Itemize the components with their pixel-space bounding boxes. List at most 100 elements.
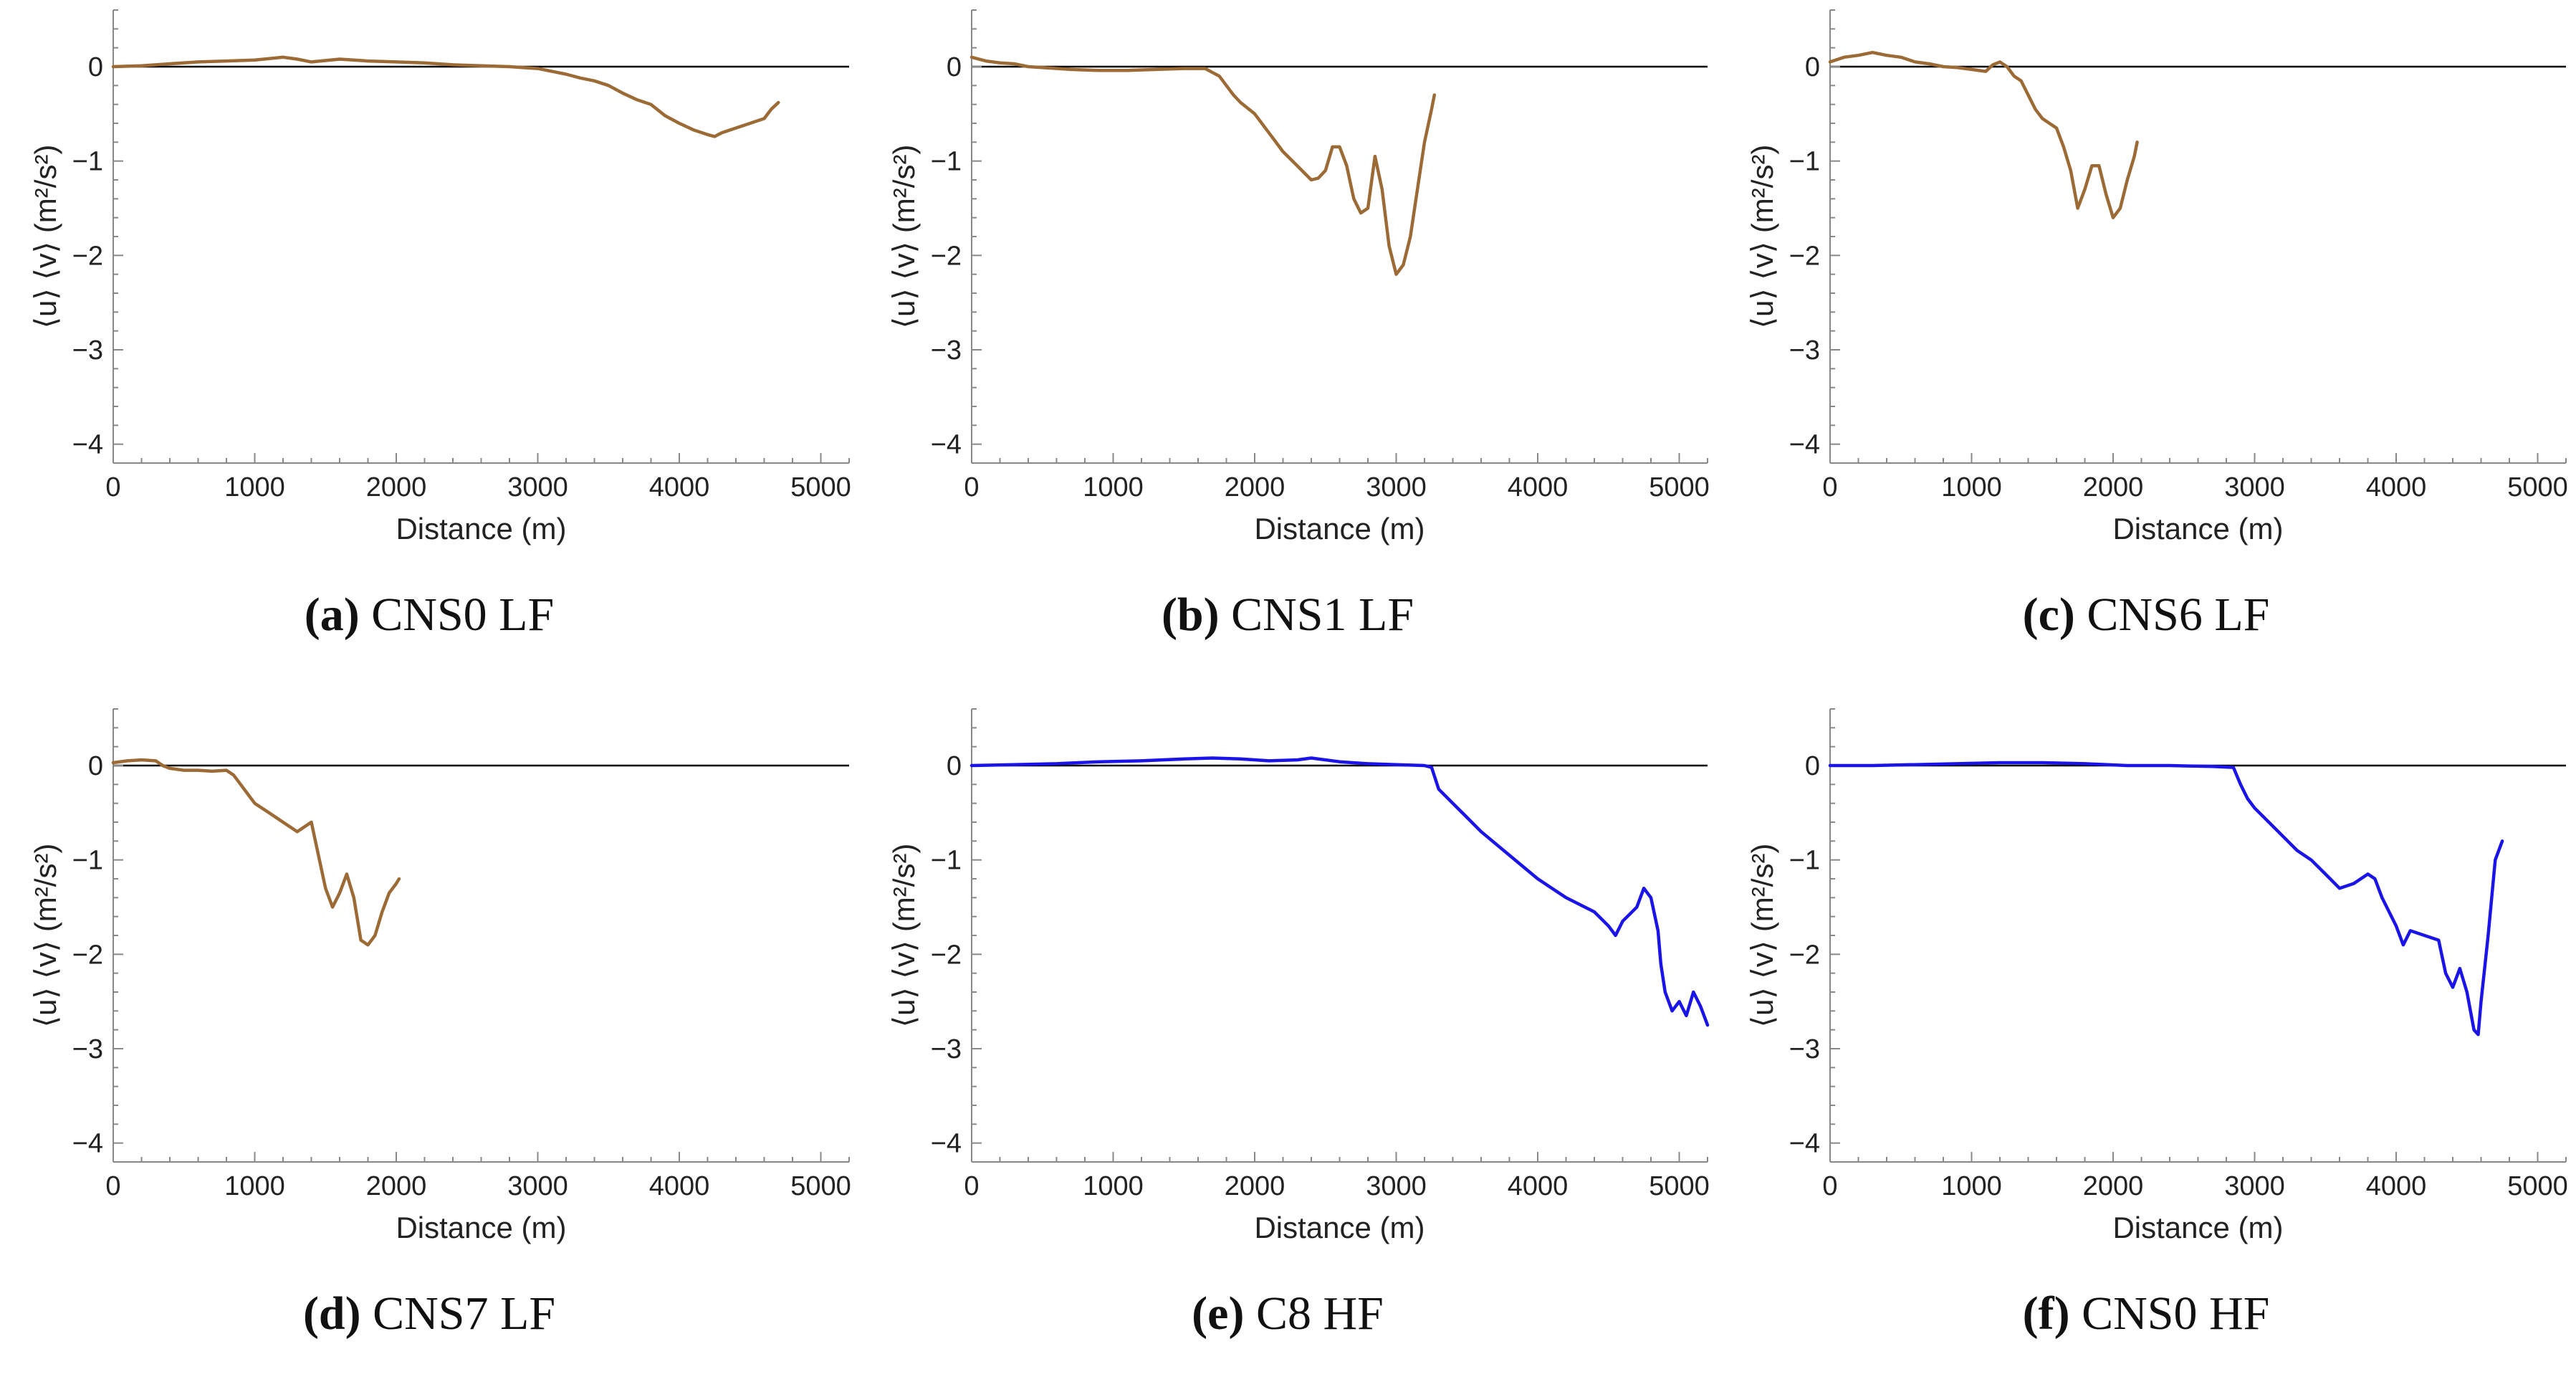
x-tick-label: 1000 [1941, 472, 2002, 502]
x-tick-label: 5000 [2507, 472, 2568, 502]
x-tick-label: 3000 [1366, 1171, 1427, 1201]
y-tick-label: −4 [931, 1129, 962, 1159]
caption-b: (b) CNS1 LF [858, 588, 1717, 642]
x-tick-label: 0 [1822, 1171, 1837, 1201]
y-tick-label: 0 [947, 52, 962, 82]
y-tick-label: −1 [931, 846, 962, 876]
x-tick-label: 4000 [649, 472, 710, 502]
y-tick-label: −3 [72, 1034, 103, 1064]
y-tick-label: −1 [72, 147, 103, 177]
y-tick-label: 0 [1805, 751, 1820, 781]
y-tick-label: −4 [72, 430, 103, 460]
y-tick-label: −1 [1789, 846, 1820, 876]
x-tick-label: 5000 [790, 1171, 851, 1201]
y-tick-label: −3 [1789, 335, 1820, 366]
y-tick-label: −2 [931, 940, 962, 970]
x-tick-label: 2000 [1225, 1171, 1285, 1201]
y-tick-label: −3 [931, 335, 962, 366]
x-tick-label: 1000 [224, 472, 285, 502]
y-tick-label: −4 [72, 1129, 103, 1159]
caption-a: (a) CNS0 LF [0, 588, 858, 642]
data-series-line [969, 55, 1437, 276]
y-axis-title: ⟨u⟩ ⟨v⟩ (m²/s²) [887, 844, 921, 1028]
chart-svg-a: 0 1000 2000 3000 4000 5000 0 −1 −2 −3 −4 Distance (… [29, 9, 851, 545]
y-tick-label: −3 [1789, 1034, 1820, 1064]
x-tick-label: 2000 [366, 472, 427, 502]
data-series-line [111, 55, 780, 138]
x-tick-label: 2000 [2083, 472, 2144, 502]
chart-svg-d: 0 1000 2000 3000 4000 5000 0 −1 −2 −3 −4 Distance (… [29, 708, 851, 1244]
y-axis-title: ⟨u⟩ ⟨v⟩ (m²/s²) [29, 145, 62, 329]
panel-e: 0 1000 2000 3000 4000 5000 0 −1 −2 −3 −4 Distance (… [858, 699, 1717, 1382]
y-tick-label: −1 [1789, 147, 1820, 177]
x-tick-label: 3000 [2224, 1171, 2285, 1201]
y-tick-label: 0 [1805, 52, 1820, 82]
x-tick-label: 1000 [224, 1171, 285, 1201]
chart-svg-e: 0 1000 2000 3000 4000 5000 0 −1 −2 −3 −4 Distance (… [887, 708, 1710, 1244]
caption-text-f: CNS0 HF [2082, 1287, 2270, 1340]
x-axis-title: Distance (m) [1254, 1211, 1425, 1244]
data-series-line [1828, 50, 2139, 219]
caption-text-e: C8 HF [1255, 1287, 1384, 1340]
y-tick-label: −3 [72, 335, 103, 366]
x-tick-label: 3000 [507, 1171, 568, 1201]
y-tick-label: −2 [931, 241, 962, 271]
x-tick-label: 0 [105, 472, 120, 502]
x-tick-label: 2000 [2083, 1171, 2144, 1201]
y-tick-label: −1 [931, 147, 962, 177]
x-tick-label: 5000 [1649, 1171, 1710, 1201]
caption-text-c: CNS6 LF [2087, 588, 2270, 641]
data-series-line [1828, 761, 2504, 1036]
caption-text-b: CNS1 LF [1231, 588, 1414, 641]
x-tick-label: 4000 [1508, 1171, 1569, 1201]
x-tick-label: 1000 [1083, 472, 1144, 502]
caption-f: (f) CNS0 HF [1717, 1287, 2575, 1341]
caption-text-d: CNS7 LF [373, 1287, 556, 1340]
caption-letter-c: (c) [2022, 588, 2075, 641]
x-tick-label: 1000 [1941, 1171, 2002, 1201]
y-tick-label: −2 [72, 940, 103, 970]
chart-svg-b: 0 1000 2000 3000 4000 5000 0 −1 −2 −3 −4 Distance (… [887, 9, 1710, 545]
caption-letter-e: (e) [1192, 1287, 1245, 1340]
x-axis-title: Distance (m) [396, 512, 566, 545]
chart-svg-c: 0 1000 2000 3000 4000 5000 0 −1 −2 −3 −4 Distance (… [1746, 9, 2568, 545]
y-tick-label: −1 [72, 846, 103, 876]
x-axis-title: Distance (m) [2112, 1211, 2283, 1244]
x-axis-title: Distance (m) [396, 1211, 566, 1244]
x-axis-title: Distance (m) [1254, 512, 1425, 545]
y-tick-label: −4 [931, 430, 962, 460]
caption-letter-f: (f) [2022, 1287, 2070, 1340]
y-tick-label: −4 [1789, 430, 1820, 460]
x-tick-label: 5000 [790, 472, 851, 502]
x-tick-label: 4000 [2366, 472, 2427, 502]
x-tick-label: 3000 [507, 472, 568, 502]
y-tick-label: 0 [947, 751, 962, 781]
caption-d: (d) CNS7 LF [0, 1287, 858, 1341]
caption-text-a: CNS0 LF [371, 588, 555, 641]
caption-letter-b: (b) [1161, 588, 1220, 641]
data-series-line [969, 756, 1710, 1027]
x-tick-label: 5000 [2507, 1171, 2568, 1201]
x-tick-label: 1000 [1083, 1171, 1144, 1201]
x-tick-label: 0 [964, 472, 979, 502]
data-series-line [111, 758, 401, 947]
y-axis-title: ⟨u⟩ ⟨v⟩ (m²/s²) [1746, 844, 1779, 1028]
y-axis-title: ⟨u⟩ ⟨v⟩ (m²/s²) [887, 145, 921, 329]
y-axis-title: ⟨u⟩ ⟨v⟩ (m²/s²) [1746, 145, 1779, 329]
chart-svg-f: 0 1000 2000 3000 4000 5000 0 −1 −2 −3 −4 Distance (… [1746, 708, 2568, 1244]
y-tick-label: −2 [72, 241, 103, 271]
y-axis-title: ⟨u⟩ ⟨v⟩ (m²/s²) [29, 844, 62, 1028]
y-tick-label: 0 [88, 52, 103, 82]
caption-letter-a: (a) [304, 588, 360, 641]
y-tick-label: 0 [88, 751, 103, 781]
caption-letter-d: (d) [302, 1287, 361, 1340]
x-axis-title: Distance (m) [2112, 512, 2283, 545]
panel-a: 0 1000 2000 3000 4000 5000 0 −1 −2 −3 −4 Distance (… [0, 0, 858, 683]
x-tick-label: 4000 [2366, 1171, 2427, 1201]
caption-c: (c) CNS6 LF [1717, 588, 2575, 642]
x-tick-label: 4000 [1508, 472, 1569, 502]
panel-f: 0 1000 2000 3000 4000 5000 0 −1 −2 −3 −4 Distance (… [1717, 699, 2575, 1382]
x-tick-label: 0 [105, 1171, 120, 1201]
panel-c: 0 1000 2000 3000 4000 5000 0 −1 −2 −3 −4 Distance (… [1717, 0, 2575, 683]
